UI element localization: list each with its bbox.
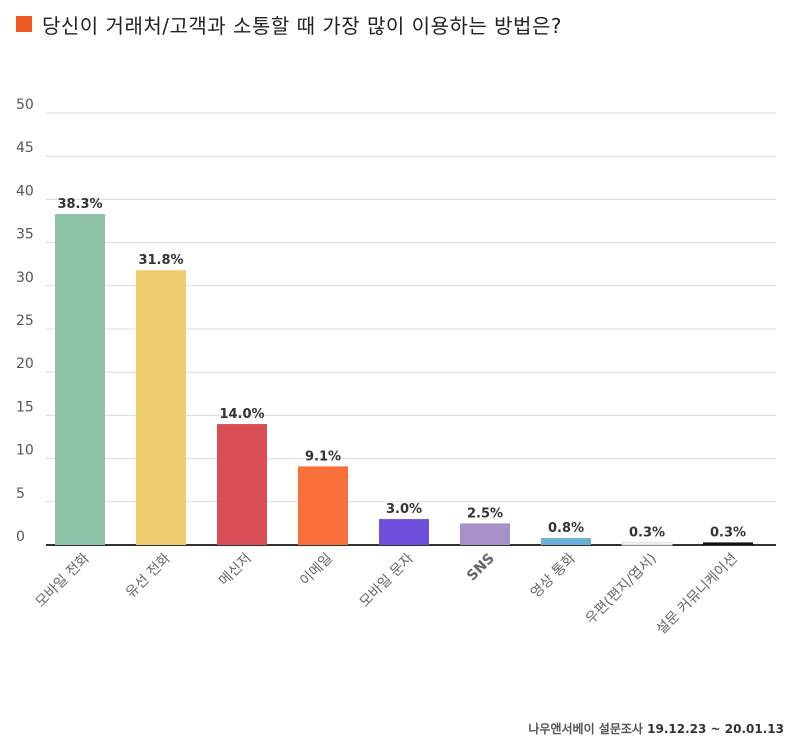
title-marker-icon (16, 16, 32, 32)
x-tick-label: 모바일 전화 (33, 550, 93, 610)
y-tick-label: 0 (16, 529, 25, 545)
y-tick-label: 40 (16, 183, 34, 199)
y-tick-label: 30 (16, 270, 34, 286)
bar (460, 523, 510, 545)
data-label: 38.3% (57, 197, 102, 212)
y-tick-label: 50 (16, 97, 34, 113)
bar (217, 424, 267, 545)
bar (541, 538, 591, 545)
x-tick-label: 영상 통화 (528, 550, 579, 601)
data-label: 14.0% (219, 407, 264, 422)
x-tick-label: 이메일 (297, 551, 336, 590)
data-label: 2.5% (467, 506, 503, 521)
y-tick-label: 25 (16, 313, 34, 329)
x-tick-label: 메신저 (216, 551, 255, 590)
bar (55, 214, 105, 545)
data-label: 9.1% (305, 449, 341, 464)
bar (703, 542, 753, 545)
y-tick-label: 10 (16, 443, 34, 459)
bar (379, 519, 429, 545)
data-label: 3.0% (386, 502, 422, 517)
data-label: 0.8% (548, 521, 584, 536)
x-tick-label: SNS (464, 551, 498, 585)
chart-title: 당신이 거래처/고객과 소통할 때 가장 많이 이용하는 방법은? (42, 13, 562, 38)
y-tick-label: 35 (16, 227, 34, 243)
data-label: 0.3% (629, 525, 665, 540)
y-tick-label: 45 (16, 140, 34, 156)
data-label: 0.3% (710, 525, 746, 540)
source-label: 나우앤서베이 설문조사 (528, 722, 643, 736)
data-label: 31.8% (138, 253, 183, 268)
x-tick-label: 모바일 문자 (357, 550, 417, 610)
x-tick-label: 유선 전화 (123, 550, 174, 601)
bar (298, 466, 348, 545)
bar (621, 541, 673, 546)
source-date: 19.12.23 ~ 20.01.13 (647, 722, 784, 736)
x-tick-label: 우편(편지/엽서) (583, 551, 660, 628)
source-note: 나우앤서베이 설문조사 19.12.23 ~ 20.01.13 (528, 720, 784, 737)
y-tick-label: 15 (16, 399, 34, 415)
x-tick-label: 설문 커뮤니케이션 (654, 551, 741, 638)
bar (136, 270, 186, 545)
chart-title-block: 당신이 거래처/고객과 소통할 때 가장 많이 이용하는 방법은? (16, 10, 562, 38)
y-tick-label: 5 (16, 486, 25, 502)
y-tick-label: 20 (16, 356, 34, 372)
